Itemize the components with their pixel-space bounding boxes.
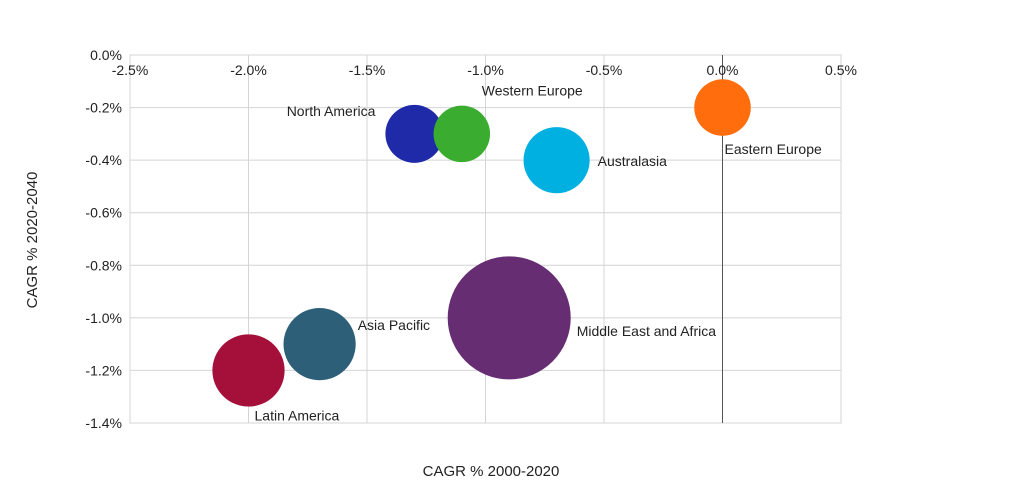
bubble-western-europe	[433, 105, 491, 163]
y-tick-label: 0.0%	[90, 47, 122, 63]
x-tick-label: -1.5%	[349, 62, 386, 78]
bubble-middle-east-and-africa	[447, 256, 571, 380]
x-tick-label: -1.0%	[467, 62, 504, 78]
y-tick-label: -0.2%	[85, 100, 122, 116]
bubble-label: Asia Pacific	[358, 317, 430, 333]
bubble-label: North America	[287, 103, 376, 119]
x-tick-label: 0.5%	[825, 62, 857, 78]
tick-layer: 0.0% -0.2% -0.4% -0.6% -0.8% -1.0% -1.2% -1.4% -…	[85, 47, 857, 431]
y-tick-label: -0.8%	[85, 257, 122, 273]
bubble-label: Western Europe	[482, 83, 583, 99]
bubble-eastern-europe	[694, 79, 751, 136]
y-tick-label: -1.2%	[85, 362, 122, 378]
bubble-north-america	[385, 104, 444, 163]
y-tick-label: -0.6%	[85, 205, 122, 221]
x-tick-label: -2.5%	[112, 62, 149, 78]
bubble-layer	[212, 79, 751, 407]
bubble-latin-america	[212, 334, 285, 407]
y-tick-label: -0.4%	[85, 152, 122, 168]
label-layer: North America Western Europe Australasia Ea…	[255, 83, 822, 424]
bubble-label: Middle East and Africa	[577, 323, 717, 339]
x-axis-title: CAGR % 2000-2020	[423, 463, 560, 480]
bubble-label: Latin America	[255, 408, 340, 424]
y-tick-label: -1.0%	[85, 310, 122, 326]
bubble-label: Eastern Europe	[725, 141, 822, 157]
y-tick-label: -1.4%	[85, 415, 122, 431]
bubble-asia-pacific	[283, 308, 356, 381]
x-tick-label: -0.5%	[586, 62, 623, 78]
bubble-australasia	[523, 127, 590, 194]
bubble-label: Australasia	[598, 153, 667, 169]
x-tick-label: 0.0%	[707, 62, 739, 78]
y-axis-title: CAGR % 2020-2040	[24, 172, 41, 309]
x-tick-label: -2.0%	[230, 62, 267, 78]
